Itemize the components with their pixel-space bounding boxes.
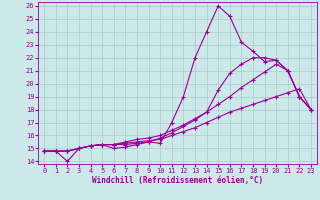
X-axis label: Windchill (Refroidissement éolien,°C): Windchill (Refroidissement éolien,°C): [92, 176, 263, 185]
